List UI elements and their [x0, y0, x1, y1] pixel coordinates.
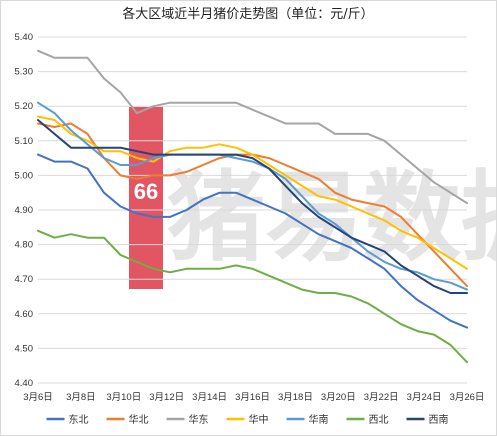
y-tick-label: 5.00	[15, 170, 34, 181]
legend-item: 西南	[406, 413, 449, 426]
legend-label: 东北	[69, 413, 89, 426]
x-tick-label: 3月10日	[106, 392, 141, 403]
y-tick-label: 5.10	[15, 136, 34, 147]
x-tick-label: 3月8日	[66, 392, 96, 403]
gridlines	[38, 36, 467, 384]
y-tick-label: 4.80	[15, 240, 34, 251]
series-line-华东	[37, 49, 468, 205]
watermark-logo	[129, 107, 163, 289]
legend-item: 华北	[106, 413, 149, 426]
y-tick-label: 4.50	[15, 343, 34, 354]
legend-item: 东北	[46, 413, 89, 426]
x-tick-label: 3月12日	[149, 392, 184, 403]
x-tick-label: 3月26日	[450, 392, 485, 403]
y-tick-label: 5.40	[15, 32, 34, 43]
watermark: 66 猪易数据	[129, 107, 496, 289]
legend: 东北 华北 华东 华中 华南 西北 西南	[46, 413, 449, 426]
series-line-西北	[37, 229, 468, 364]
y-tick-label: 5.20	[15, 101, 34, 112]
legend-item: 华东	[166, 413, 209, 426]
x-tick-label: 3月6日	[23, 392, 53, 403]
legend-label: 华北	[129, 413, 149, 426]
chart-title: 各大区域近半月猪价走势图（单位：元/斤）	[122, 6, 373, 22]
series-line-西南	[37, 119, 468, 294]
x-tick-label: 3月20日	[321, 392, 356, 403]
legend-label: 西南	[429, 413, 449, 426]
x-tick-label: 3月24日	[407, 392, 442, 403]
y-tick-label: 4.40	[15, 378, 34, 389]
y-tick-label: 4.70	[15, 274, 34, 285]
x-tick-label: 3月16日	[235, 392, 270, 403]
series-line-东北	[37, 153, 468, 329]
legend-label: 西北	[369, 414, 389, 426]
legend-label: 华南	[309, 413, 329, 426]
watermark-text: 猪易数据	[167, 160, 496, 275]
y-axis-ticks: 4.40 4.50 4.60 4.70 4.80 4.90 5.00 5.10 5.20 5.30…	[15, 32, 34, 389]
legend-item: 华南	[286, 413, 329, 426]
series-lines	[37, 49, 468, 364]
y-tick-label: 5.30	[15, 67, 34, 78]
y-tick-label: 4.60	[15, 309, 34, 320]
legend-label: 华中	[249, 413, 269, 426]
y-tick-label: 4.90	[15, 205, 34, 216]
x-tick-label: 3月14日	[192, 392, 227, 403]
series-line-华中	[37, 115, 468, 270]
x-axis-ticks: 3月6日 3月8日 3月10日 3月12日 3月14日 3月16日 3月18日 3月20日 3月…	[23, 392, 484, 403]
series-line-华南	[37, 101, 468, 291]
legend-item: 西北	[346, 414, 389, 426]
watermark-logo-mark: 66	[134, 179, 158, 204]
legend-item: 华中	[226, 413, 269, 426]
x-tick-label: 3月18日	[278, 392, 313, 403]
legend-label: 华东	[189, 413, 209, 426]
x-tick-label: 3月22日	[364, 392, 399, 403]
